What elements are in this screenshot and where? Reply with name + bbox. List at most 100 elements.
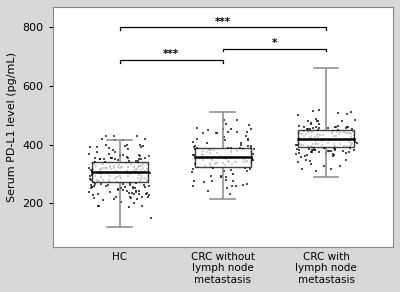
Point <box>134 133 140 138</box>
Point <box>240 159 246 164</box>
Point <box>328 131 335 135</box>
Point <box>145 179 151 184</box>
Point <box>316 150 322 154</box>
Point <box>302 138 309 143</box>
Point <box>101 166 107 170</box>
Point <box>140 161 147 166</box>
Point <box>330 154 336 159</box>
Point <box>136 164 142 169</box>
Point <box>137 163 144 168</box>
Point <box>190 183 196 188</box>
Point <box>105 182 111 187</box>
Point <box>88 178 94 183</box>
Point <box>131 169 137 174</box>
Point <box>214 131 220 135</box>
Point <box>299 132 306 137</box>
Point <box>334 129 340 134</box>
Point <box>190 145 197 149</box>
Point <box>312 147 318 152</box>
Point <box>140 143 146 148</box>
Point <box>118 164 125 169</box>
Point <box>116 163 122 168</box>
Point <box>90 167 97 172</box>
Point <box>92 181 98 186</box>
Point <box>142 185 148 190</box>
Point <box>135 159 141 164</box>
Point <box>126 180 133 185</box>
Point <box>212 160 219 165</box>
Point <box>116 174 122 179</box>
Point <box>124 142 131 147</box>
Point <box>304 119 311 124</box>
Point <box>92 160 98 164</box>
Point <box>118 200 124 205</box>
Point <box>344 124 350 129</box>
Point <box>226 192 233 197</box>
Point <box>342 131 349 135</box>
Point <box>209 157 215 162</box>
Point <box>330 128 336 133</box>
Point <box>112 138 118 142</box>
Point <box>302 154 308 159</box>
Point <box>318 143 325 147</box>
Point <box>331 134 338 139</box>
Point <box>90 172 96 177</box>
Point <box>307 135 313 140</box>
Point <box>90 184 97 188</box>
Point <box>341 144 348 149</box>
Point <box>234 148 240 153</box>
Point <box>91 162 98 166</box>
Point <box>331 147 338 152</box>
Point <box>309 147 316 152</box>
Point <box>300 125 307 130</box>
Point <box>324 140 331 145</box>
Point <box>106 174 113 179</box>
Point <box>247 161 254 166</box>
Point <box>220 127 226 131</box>
Point <box>329 131 336 135</box>
Point <box>139 195 145 199</box>
Point <box>224 186 230 190</box>
Point <box>298 142 304 147</box>
Point <box>344 112 350 116</box>
Point <box>222 138 229 142</box>
Point <box>97 166 103 171</box>
Point <box>106 177 112 182</box>
Point <box>103 166 110 171</box>
Point <box>315 142 322 147</box>
Point <box>308 130 315 135</box>
Point <box>296 135 303 140</box>
Point <box>130 191 137 196</box>
Point <box>223 178 230 183</box>
Point <box>248 145 254 150</box>
Point <box>189 170 195 174</box>
Text: *: * <box>272 38 277 48</box>
Point <box>98 171 104 176</box>
Point <box>244 159 250 164</box>
Point <box>335 124 341 128</box>
Point <box>104 166 110 171</box>
Point <box>136 156 142 161</box>
Point <box>228 126 234 131</box>
Point <box>211 162 218 167</box>
Point <box>305 127 311 132</box>
Point <box>237 146 243 150</box>
Point <box>142 176 149 180</box>
Point <box>313 169 319 173</box>
Point <box>132 159 139 163</box>
Point <box>332 147 338 152</box>
Point <box>306 127 313 132</box>
Point <box>126 205 132 209</box>
Point <box>205 188 212 193</box>
Point <box>133 169 140 174</box>
Point <box>331 142 337 146</box>
Point <box>249 158 255 162</box>
Point <box>127 171 134 176</box>
Point <box>325 126 331 131</box>
Point <box>106 152 112 156</box>
Point <box>292 151 299 156</box>
Point <box>117 166 124 170</box>
Point <box>135 164 142 168</box>
Point <box>144 178 150 183</box>
Point <box>138 176 144 181</box>
